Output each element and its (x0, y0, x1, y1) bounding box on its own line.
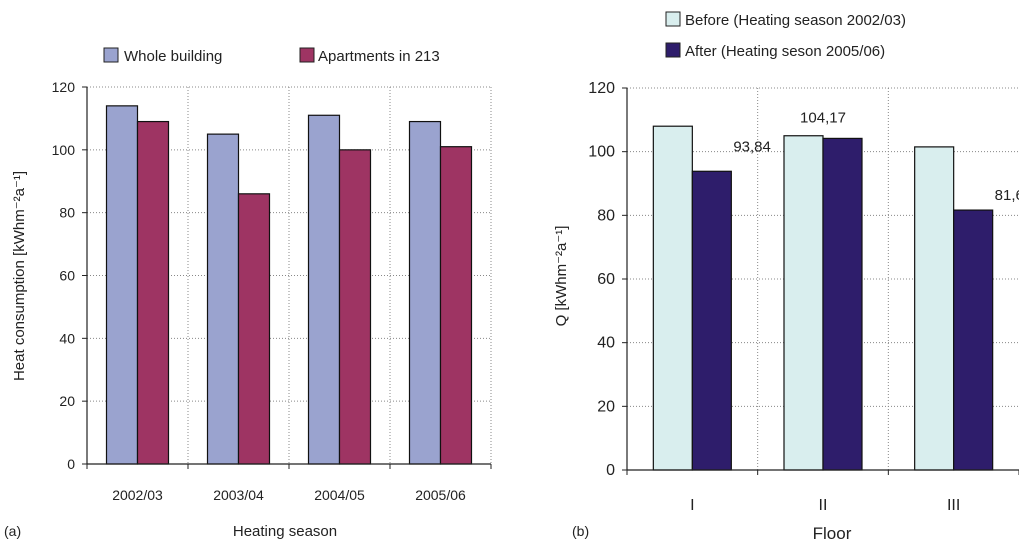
legend-a-label-whole-building: Whole building (124, 48, 222, 65)
bar-a-s1-3 (408, 120, 442, 465)
y-tick-label-b: 20 (597, 398, 615, 415)
legend-b-label-after: After (Heating seson 2005/06) (685, 43, 885, 60)
x-tick-label-a: 2004/05 (314, 487, 365, 503)
legend-a: Whole building Apartments in 213 (103, 47, 440, 65)
bar-b-s2-2 (953, 209, 994, 471)
bar-b-s2-0 (691, 170, 732, 471)
chart-b: Before (Heating season 2002/03) After (H… (553, 11, 1019, 543)
y-tick-label-a: 80 (59, 205, 75, 221)
legend-a-label-apartments: Apartments in 213 (318, 48, 440, 65)
legend-a-swatch-whole-building (103, 47, 119, 63)
data-label-b-2: 81,65 (995, 187, 1019, 204)
legend-a-swatch-apartments (299, 47, 315, 63)
y-tick-label-b: 120 (588, 80, 615, 97)
bar-a-s2-2 (338, 149, 372, 465)
y-tick-label-a: 120 (52, 79, 76, 95)
y-tick-label-a: 60 (59, 268, 75, 284)
y-tick-label-a: 20 (59, 393, 75, 409)
y-tick-label-a: 100 (52, 142, 76, 158)
panel-label-a: (a) (4, 523, 21, 539)
bar-a-s1-0 (105, 105, 139, 465)
axes-a: 0 20 40 60 80 100 120 2002/03 2003/04 2004/05 2005… (52, 79, 492, 503)
bar-a-s2-3 (439, 146, 473, 465)
bar-b-s1-0 (652, 125, 693, 471)
x-tick-label-a: 2003/04 (213, 487, 264, 503)
x-tick-label-b: II (819, 497, 828, 514)
y-tick-label-b: 40 (597, 335, 615, 352)
legend-b-label-before: Before (Heating season 2002/03) (685, 12, 906, 29)
x-tick-label-a: 2005/06 (415, 487, 466, 503)
bar-a-s2-0 (136, 120, 170, 465)
bars-b: 93,84 104,17 81,65 (652, 109, 1019, 471)
bar-b-s1-2 (914, 146, 955, 471)
legend-b: Before (Heating season 2002/03) After (H… (665, 11, 906, 60)
y-axis-title-a: Heat consumption [kWhm⁻²a⁻¹] (11, 171, 28, 381)
bar-a-s1-2 (307, 114, 341, 465)
x-axis-title-a: Heating season (233, 523, 337, 540)
y-tick-label-b: 100 (588, 144, 615, 161)
bar-a-s2-1 (237, 193, 271, 465)
bar-a-s1-1 (206, 133, 240, 465)
legend-b-swatch-before (665, 11, 681, 27)
y-axis-title-b: Q [kWhm⁻²a⁻¹] (553, 226, 570, 327)
x-tick-label-b: III (947, 497, 960, 514)
legend-b-swatch-after (665, 42, 681, 58)
bar-b-s1-1 (783, 135, 824, 471)
y-tick-label-a: 0 (67, 456, 75, 472)
x-tick-label-b: I (690, 497, 694, 514)
y-tick-label-b: 80 (597, 207, 615, 224)
y-tick-label-a: 40 (59, 330, 75, 346)
data-label-b-1: 104,17 (800, 109, 846, 126)
y-tick-label-b: 60 (597, 271, 615, 288)
panel-label-b: (b) (572, 523, 589, 539)
data-label-b-0: 93,84 (733, 138, 771, 155)
x-tick-label-a: 2002/03 (112, 487, 163, 503)
chart-a: Whole building Apartments in 213 0 20 40 60… (4, 47, 492, 540)
x-axis-title-b: Floor (813, 524, 852, 543)
bar-b-s2-1 (822, 137, 863, 471)
y-tick-label-b: 0 (606, 462, 615, 479)
